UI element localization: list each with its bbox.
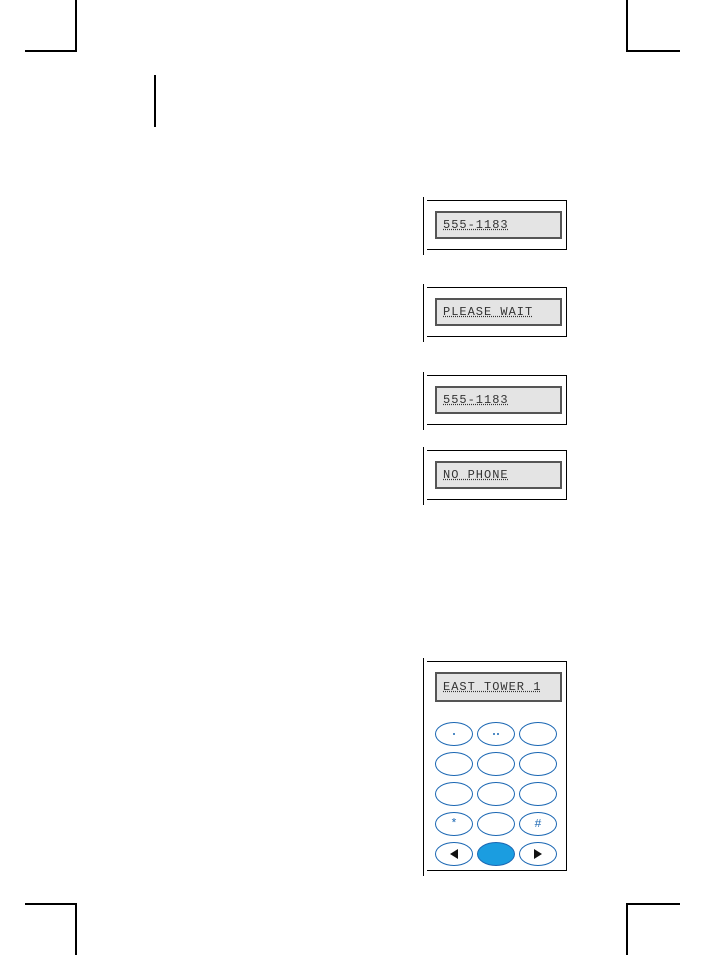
lcd-display-1: 555-1183: [435, 211, 562, 239]
crop-bl-v: [75, 903, 77, 955]
crop-br-v: [626, 903, 628, 955]
lcd-panel-4: NO PHONE: [427, 450, 567, 500]
lcd-text-3: 555-1183: [443, 393, 509, 407]
panel-left-tick: [423, 284, 424, 342]
crop-bl-h: [25, 903, 77, 905]
key-6[interactable]: [519, 752, 557, 776]
right-arrow-icon: [534, 849, 542, 859]
key-8[interactable]: [477, 782, 515, 806]
crop-tl-h: [25, 50, 77, 52]
crop-tl-v: [75, 0, 77, 52]
key-left[interactable]: [435, 842, 473, 866]
key-1[interactable]: [435, 722, 473, 746]
lcd-text-4: NO PHONE: [443, 468, 509, 482]
key-2[interactable]: [477, 722, 515, 746]
lcd-text-2: PLEASE WAIT: [443, 305, 533, 319]
lcd-display-4: NO PHONE: [435, 461, 562, 489]
key-star-label: *: [450, 817, 457, 831]
key-0[interactable]: [477, 812, 515, 836]
lcd-panel-keypad: EAST TOWER 1 * #: [427, 661, 567, 871]
crop-tr-h: [628, 50, 680, 52]
panel-left-tick: [423, 658, 424, 876]
key-hash-label: #: [534, 817, 541, 831]
crop-inner-v: [154, 75, 156, 127]
key-right[interactable]: [519, 842, 557, 866]
lcd-panel-3: 555-1183: [427, 375, 567, 425]
lcd-panel-2: PLEASE WAIT: [427, 287, 567, 337]
key-9[interactable]: [519, 782, 557, 806]
key-enter[interactable]: [477, 842, 515, 866]
panel-left-tick: [423, 197, 424, 255]
crop-tr-v: [626, 0, 628, 52]
lcd-text-5: EAST TOWER 1: [443, 680, 541, 694]
lcd-display-5: EAST TOWER 1: [435, 672, 562, 702]
keypad: * #: [435, 722, 557, 868]
key-star[interactable]: *: [435, 812, 473, 836]
left-arrow-icon: [450, 849, 458, 859]
lcd-display-3: 555-1183: [435, 386, 562, 414]
panel-left-tick: [423, 447, 424, 505]
key-3[interactable]: [519, 722, 557, 746]
crop-br-h: [628, 903, 680, 905]
key-4[interactable]: [435, 752, 473, 776]
key-7[interactable]: [435, 782, 473, 806]
lcd-display-2: PLEASE WAIT: [435, 298, 562, 326]
panel-left-tick: [423, 372, 424, 430]
key-hash[interactable]: #: [519, 812, 557, 836]
lcd-panel-1: 555-1183: [427, 200, 567, 250]
lcd-text-1: 555-1183: [443, 218, 509, 232]
key-5[interactable]: [477, 752, 515, 776]
